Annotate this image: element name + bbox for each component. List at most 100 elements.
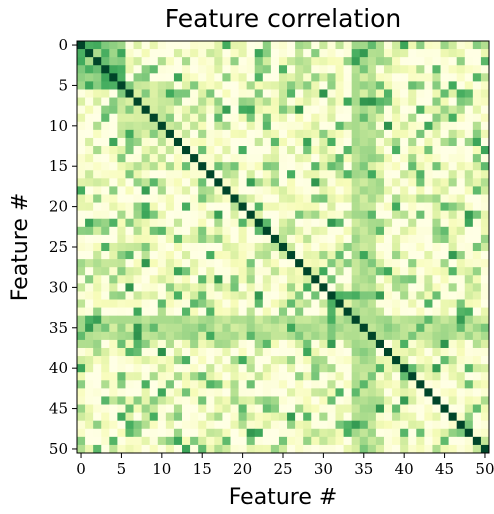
heatmap-cell — [198, 364, 207, 373]
heatmap-cell — [287, 194, 296, 203]
heatmap-cell — [157, 154, 167, 163]
heatmap-cell — [230, 81, 239, 90]
heatmap-cell — [480, 299, 490, 308]
heatmap-cell — [246, 388, 256, 397]
heatmap-cell — [408, 89, 417, 98]
heatmap-cell — [343, 129, 352, 139]
heatmap-cell — [448, 105, 457, 115]
heatmap-cell — [77, 444, 86, 454]
heatmap-cell — [173, 380, 183, 389]
heatmap-cell — [408, 307, 417, 316]
heatmap-cell — [392, 364, 401, 373]
heatmap-cell — [182, 154, 191, 163]
heatmap-cell — [440, 129, 449, 139]
heatmap-cell — [432, 154, 441, 163]
heatmap-cell — [246, 291, 256, 300]
heatmap-cell — [472, 202, 482, 211]
heatmap-cell — [262, 81, 272, 90]
heatmap-cell — [408, 162, 417, 171]
heatmap-cell — [367, 356, 377, 365]
heatmap-cell — [456, 299, 466, 308]
heatmap-cell — [238, 226, 247, 236]
heatmap-cell — [351, 210, 361, 220]
heatmap-cell — [157, 89, 167, 98]
heatmap-cell — [165, 202, 175, 211]
heatmap-cell — [472, 81, 482, 90]
heatmap-cell — [238, 113, 247, 123]
heatmap-cell — [238, 105, 247, 115]
x-tick-label: 10 — [152, 460, 171, 478]
heatmap-cell — [351, 299, 361, 308]
heatmap-cell — [198, 121, 207, 131]
heatmap-cell — [93, 364, 102, 373]
heatmap-cell — [173, 364, 183, 373]
heatmap-cell — [101, 444, 110, 454]
heatmap-cell — [182, 259, 191, 268]
heatmap-cell — [287, 347, 296, 357]
heatmap-cell — [375, 307, 385, 316]
heatmap-cell — [262, 420, 272, 430]
heatmap-cell — [327, 380, 336, 389]
heatmap-cell — [198, 347, 207, 357]
heatmap-cell — [262, 73, 272, 82]
heatmap-cell — [85, 89, 94, 98]
heatmap-cell — [125, 113, 134, 123]
heatmap-cell — [246, 146, 256, 155]
heatmap-cell — [230, 234, 239, 244]
heatmap-cell — [375, 210, 385, 220]
heatmap-cell — [109, 299, 118, 308]
heatmap-cell — [448, 81, 457, 90]
heatmap-cell — [359, 356, 369, 365]
heatmap-cell — [408, 428, 417, 438]
heatmap-cell — [343, 372, 352, 381]
heatmap-cell — [408, 299, 417, 308]
heatmap-cell — [287, 420, 296, 430]
heatmap-cell — [400, 242, 409, 252]
heatmap-cell — [335, 323, 344, 333]
heatmap-cell — [214, 65, 223, 74]
heatmap-cell — [295, 396, 304, 405]
heatmap-cell — [149, 396, 159, 405]
heatmap-cell — [464, 356, 474, 365]
heatmap-cell — [408, 356, 417, 365]
heatmap-cell — [238, 89, 247, 98]
heatmap-cell — [335, 57, 344, 66]
heatmap-cell — [456, 170, 466, 179]
heatmap-cell — [165, 226, 175, 236]
heatmap-cell — [359, 242, 369, 252]
heatmap-cell — [165, 372, 175, 381]
heatmap-cell — [141, 259, 151, 268]
heatmap-cell — [295, 364, 304, 373]
heatmap-cell — [335, 210, 344, 220]
heatmap-cell — [472, 436, 482, 446]
heatmap-cell — [190, 210, 199, 220]
heatmap-cell — [206, 41, 215, 50]
heatmap-cell — [206, 436, 215, 446]
heatmap-cell — [408, 412, 417, 421]
heatmap-cell — [408, 194, 417, 203]
heatmap-cell — [109, 275, 118, 284]
heatmap-cell — [214, 234, 223, 244]
heatmap-cell — [214, 113, 223, 123]
heatmap-cell — [351, 412, 361, 421]
heatmap-cell — [165, 218, 175, 228]
heatmap-cell — [367, 137, 377, 147]
heatmap-cell — [101, 73, 110, 82]
heatmap-cell — [165, 81, 175, 90]
heatmap-cell — [327, 299, 336, 308]
x-tick-label: 15 — [193, 460, 212, 478]
heatmap-cell — [117, 404, 126, 413]
heatmap-cell — [206, 364, 215, 373]
heatmap-cell — [440, 178, 449, 187]
heatmap-cell — [327, 137, 336, 147]
heatmap-cell — [262, 364, 272, 373]
heatmap-cell — [303, 49, 312, 58]
heatmap-cell — [262, 162, 272, 171]
heatmap-cell — [270, 275, 280, 284]
heatmap-cell — [206, 267, 215, 276]
heatmap-cell — [246, 162, 256, 171]
heatmap-cell — [375, 420, 385, 430]
y-tick-label: 20 — [49, 198, 68, 216]
heatmap-cell — [392, 154, 401, 163]
heatmap-cell — [480, 331, 490, 341]
